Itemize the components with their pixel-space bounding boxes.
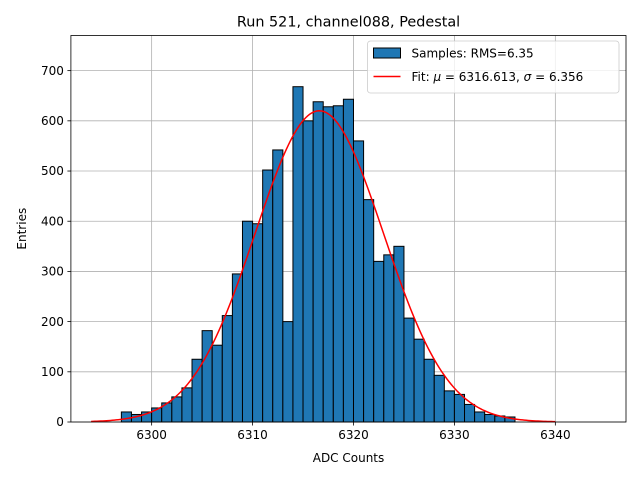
histogram-bar [181,387,193,423]
legend-fit-sigma-symbol: σ [524,70,532,84]
histogram-bar [272,149,284,423]
histogram-bar [443,390,455,423]
histogram-bar [211,344,223,423]
y-axis-ticks: 0 100 200 300 400 500 600 700 [41,64,71,429]
histogram-bar [413,338,425,423]
legend-samples-label: Samples: RMS=6.35 [412,47,534,61]
y-tick-label: 300 [41,265,64,279]
legend-fit-mu-symbol: μ [432,70,441,84]
y-tick-label: 100 [41,365,64,379]
x-tick-label: 6310 [237,428,268,442]
y-tick-label: 400 [41,214,64,228]
histogram-bar [171,396,183,423]
histogram-bar [363,199,375,423]
y-tick-label: 600 [41,114,64,128]
legend-fit-mu-value: = 6316.613, [441,70,524,84]
histogram-bar [120,411,132,423]
histogram-bar [282,321,294,423]
x-axis-ticks: 6300 6310 6320 6330 6340 [136,422,571,442]
y-tick-label: 200 [41,315,64,329]
plot-frame [70,35,627,423]
chart-title: Run 521, channel088, Pedestal [237,15,460,31]
x-tick-label: 6320 [338,428,369,442]
histogram-bar [332,105,344,423]
histogram-bar [302,120,314,423]
histogram-bar [373,260,385,423]
x-tick-label: 6330 [439,428,470,442]
histogram-bar [322,106,334,423]
y-tick-label: 500 [41,164,64,178]
histogram-bar [433,374,445,423]
histogram-bar [231,273,243,423]
x-tick-label: 6300 [136,428,167,442]
histogram-bar [423,358,435,423]
histogram-bar [241,220,254,423]
histogram-bar [474,411,486,423]
histogram-bar [352,140,365,423]
y-axis-label: Entries [15,208,29,250]
histogram-bar [292,86,304,423]
legend-box [367,40,620,94]
x-axis-label: ADC Counts [313,451,385,465]
gaussian-fit-curve [91,110,556,423]
y-tick-label: 700 [41,64,64,78]
histogram-bar [221,315,233,423]
histogram-bar [453,393,466,423]
histogram-bar [464,403,476,423]
histogram-bar [383,254,395,423]
legend: Samples: RMS=6.35 Fit: μ = 6316.613, σ =… [367,40,620,94]
y-tick-label: 0 [56,415,64,429]
legend-fit-sigma-value: = 6.356 [531,70,583,84]
x-tick-label: 6340 [540,428,571,442]
histogram-bar [403,317,415,423]
legend-fit-prefix: Fit: [412,70,434,84]
histogram-bar [201,330,213,423]
histogram-bar [393,245,405,423]
histogram-bar [191,358,203,423]
histogram-bar [484,413,496,423]
legend-fit-label: Fit: μ = 6316.613, σ = 6.356 [412,70,584,84]
legend-bar-swatch [373,47,401,59]
histogram-bars [120,86,516,423]
histogram-bar [312,101,324,423]
histogram-bar [252,223,264,423]
